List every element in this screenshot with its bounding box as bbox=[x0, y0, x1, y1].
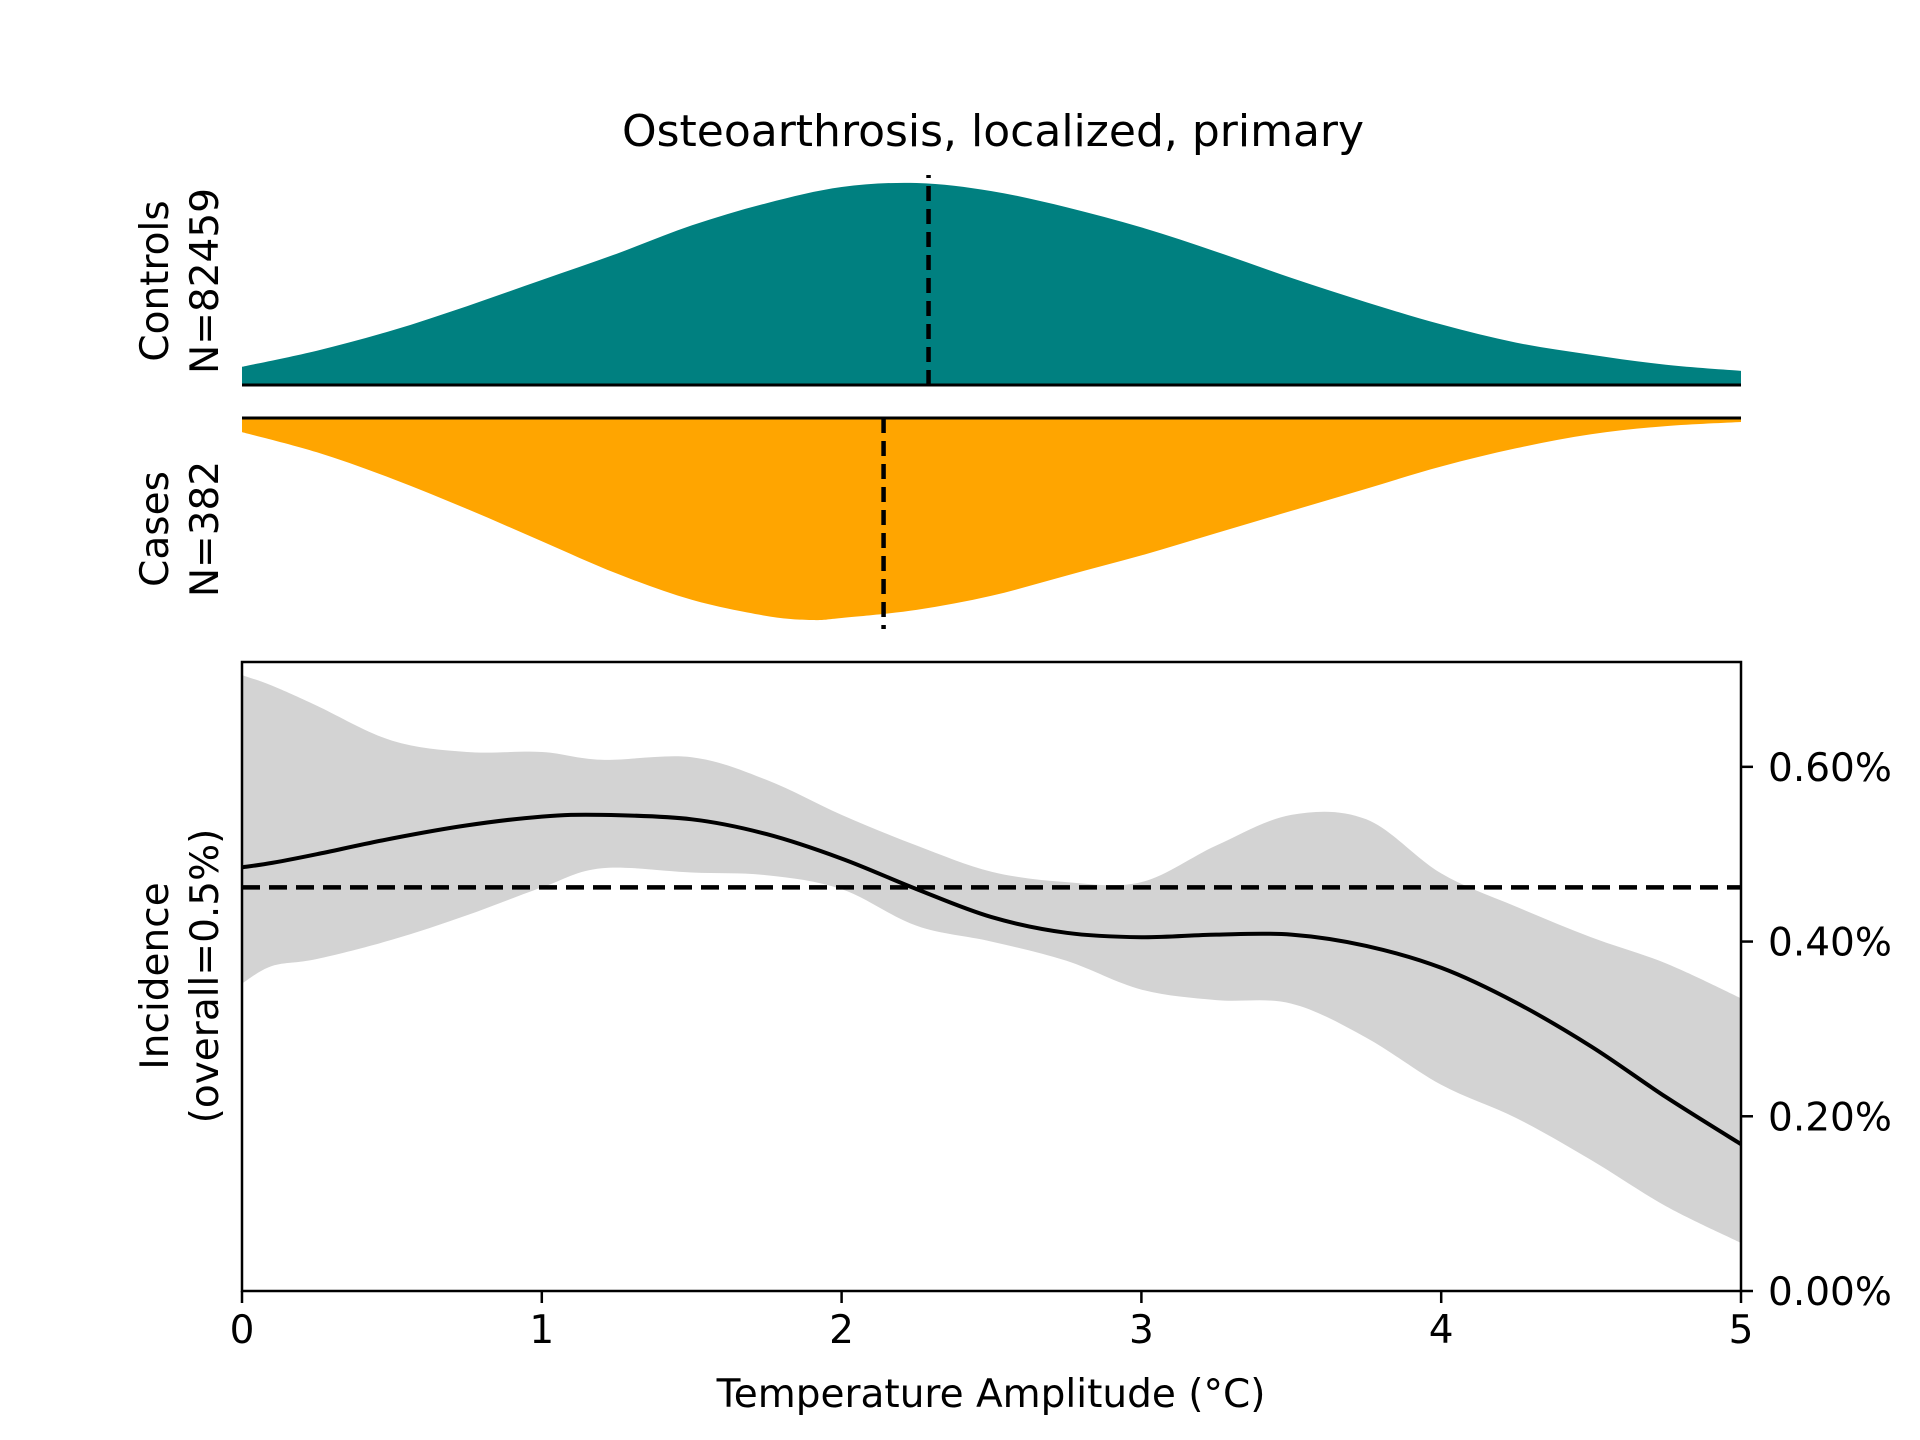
controls-label-title: Controls bbox=[133, 200, 178, 361]
controls-density-area bbox=[242, 182, 1741, 385]
incidence-panel: 0 1 2 3 4 5 0.00% 0.20% 0.40% 0.60% Temperature … bbox=[133, 660, 1892, 1417]
x-tick-label: 4 bbox=[1429, 1308, 1454, 1353]
x-tick-label: 2 bbox=[829, 1308, 854, 1353]
y-tick-label: 0.20% bbox=[1768, 1095, 1892, 1140]
x-tick-label: 0 bbox=[230, 1308, 255, 1353]
cases-label-n: N=382 bbox=[183, 461, 228, 597]
controls-panel: Controls N=82459 bbox=[133, 175, 1741, 387]
y-axis-label: Incidence (overall=0.5%) bbox=[133, 829, 228, 1124]
x-axis-label: Temperature Amplitude (°C) bbox=[716, 1372, 1266, 1417]
confidence-band bbox=[242, 675, 1741, 1243]
cases-panel: Cases N=382 bbox=[133, 416, 1741, 629]
y-axis-label-overall: (overall=0.5%) bbox=[183, 829, 228, 1124]
controls-label-n: N=82459 bbox=[183, 188, 228, 374]
y-axis-ticks: 0.00% 0.20% 0.40% 0.60% bbox=[1741, 746, 1892, 1315]
y-tick-label: 0.00% bbox=[1768, 1270, 1892, 1315]
y-tick-label: 0.40% bbox=[1768, 921, 1892, 966]
y-axis-label-title: Incidence bbox=[133, 882, 178, 1069]
incidence-axes-frame bbox=[240, 660, 1743, 1293]
x-tick-label: 3 bbox=[1129, 1308, 1154, 1353]
x-tick-label: 1 bbox=[529, 1308, 554, 1353]
x-axis-ticks: 0 1 2 3 4 5 bbox=[230, 1291, 1754, 1353]
cases-label: Cases N=382 bbox=[133, 461, 228, 597]
figure-title: Osteoarthrosis, localized, primary bbox=[622, 106, 1364, 157]
cases-density-area bbox=[242, 418, 1741, 621]
x-tick-label: 5 bbox=[1729, 1308, 1754, 1353]
cases-label-title: Cases bbox=[133, 471, 178, 587]
controls-label: Controls N=82459 bbox=[133, 188, 228, 374]
y-tick-label: 0.60% bbox=[1768, 746, 1892, 791]
incidence-line bbox=[241, 812, 1743, 1146]
